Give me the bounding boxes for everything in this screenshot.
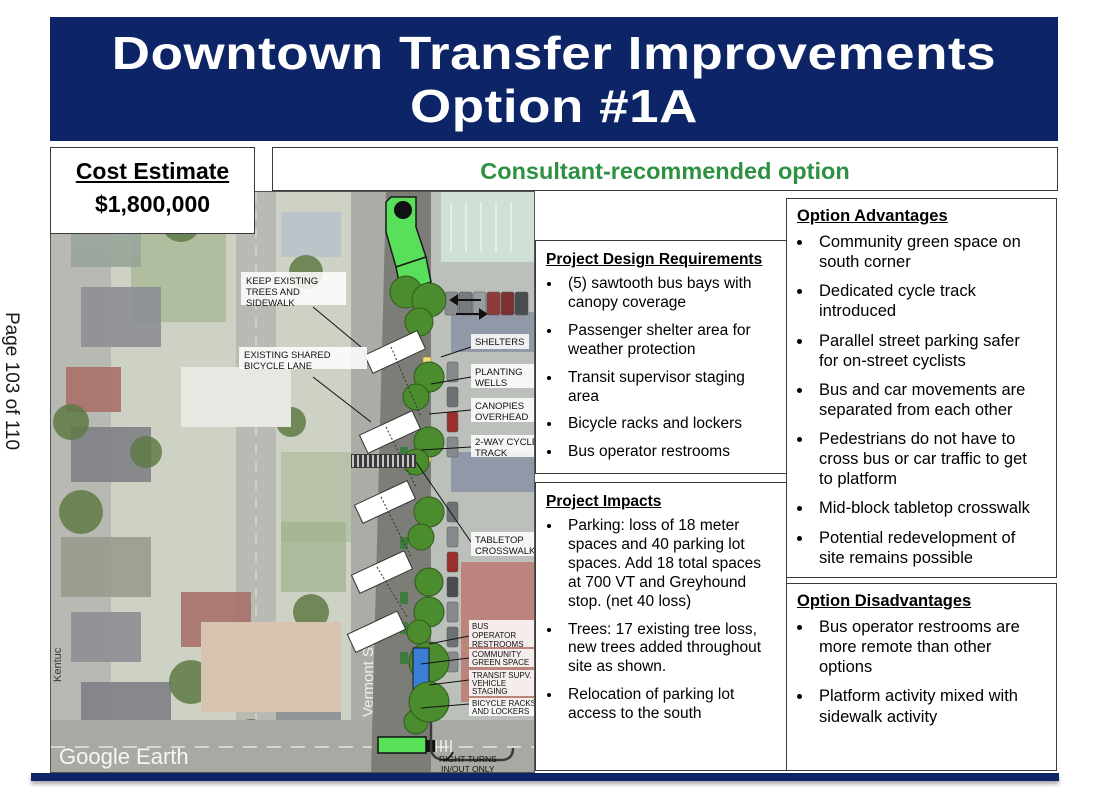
svg-text:CANOPIES: CANOPIES xyxy=(475,401,524,412)
svg-text:RESTROOMS: RESTROOMS xyxy=(472,640,524,649)
svg-text:PLANTING: PLANTING xyxy=(475,367,523,378)
svg-text:OPERATOR: OPERATOR xyxy=(472,631,516,640)
svg-text:IN/OUT ONLY: IN/OUT ONLY xyxy=(441,764,495,773)
svg-text:STAGING: STAGING xyxy=(472,687,507,696)
svg-text:SIDEWALK: SIDEWALK xyxy=(246,298,295,309)
svg-text:SHELTERS: SHELTERS xyxy=(475,337,524,348)
svg-text:Google Earth: Google Earth xyxy=(59,744,189,769)
svg-text:CROSSWALK: CROSSWALK xyxy=(475,546,535,557)
svg-text:TABLETOP: TABLETOP xyxy=(475,535,524,546)
svg-text:AND LOCKERS: AND LOCKERS xyxy=(472,707,529,716)
svg-text:WELLS: WELLS xyxy=(475,378,507,389)
svg-text:KEEP EXISTING: KEEP EXISTING xyxy=(246,276,318,287)
svg-text:EXISTING SHARED: EXISTING SHARED xyxy=(244,350,331,361)
svg-text:OVERHEAD: OVERHEAD xyxy=(475,412,528,423)
svg-text:BUS: BUS xyxy=(472,622,488,631)
svg-text:BICYCLE LANE: BICYCLE LANE xyxy=(244,361,312,372)
svg-text:TREES AND: TREES AND xyxy=(246,287,300,298)
svg-text:RIGHT TURNS: RIGHT TURNS xyxy=(439,754,497,764)
svg-text:TRACK: TRACK xyxy=(475,448,508,459)
svg-text:Kentuc: Kentuc xyxy=(52,647,64,682)
svg-text:2-WAY CYCLE: 2-WAY CYCLE xyxy=(475,437,535,448)
svg-text:GREEN SPACE: GREEN SPACE xyxy=(472,658,529,667)
